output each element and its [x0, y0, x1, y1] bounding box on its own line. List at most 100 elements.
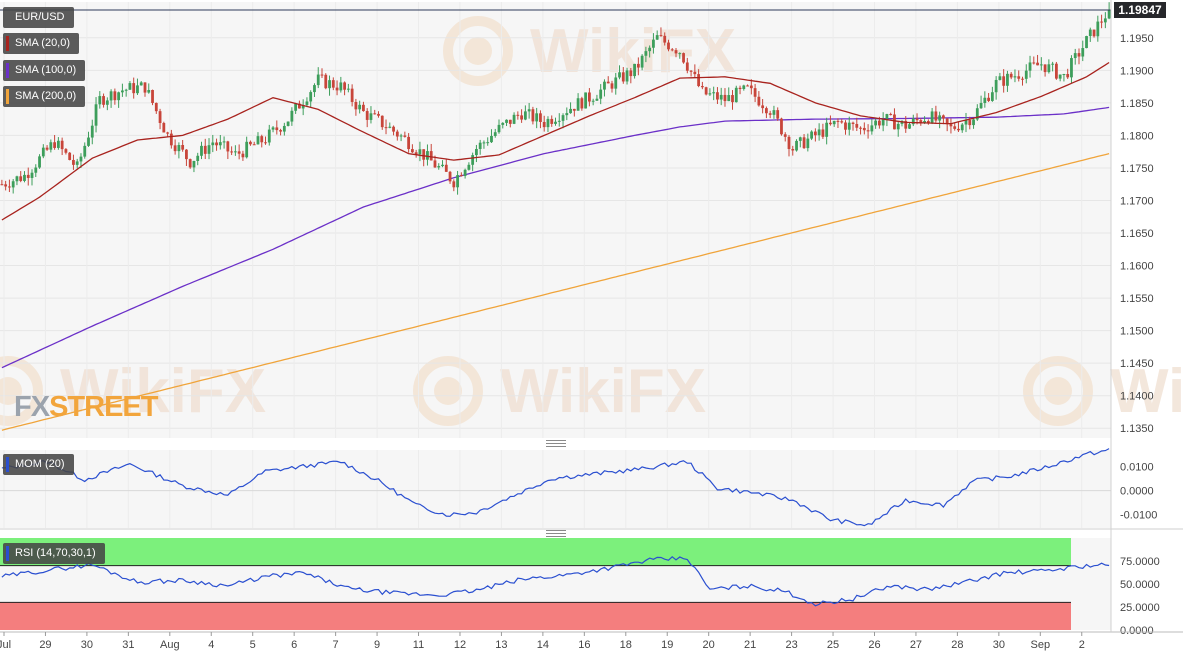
bearish-candle: [1092, 29, 1096, 37]
bearish-candle: [674, 50, 678, 54]
bullish-candle: [911, 118, 915, 125]
x-tick-label: 13: [495, 639, 507, 651]
bearish-candle: [60, 140, 64, 150]
legend-sma100-label: SMA (100,0): [15, 64, 77, 76]
bearish-candle: [1043, 64, 1047, 73]
legend-rsi[interactable]: RSI (14,70,30,1): [3, 543, 105, 564]
bearish-candle: [776, 110, 780, 119]
x-tick-label: 12: [454, 639, 466, 651]
legend-mom[interactable]: MOM (20): [3, 454, 74, 475]
bullish-candle: [245, 141, 249, 158]
price-pane-bg: [0, 2, 1111, 438]
bullish-candle: [222, 141, 226, 143]
bullish-candle: [218, 142, 222, 146]
legend-sma100[interactable]: SMA (100,0): [3, 60, 86, 81]
bullish-candle: [486, 142, 490, 144]
bearish-candle: [942, 115, 945, 119]
bearish-candle: [685, 62, 689, 71]
bearish-candle: [395, 131, 399, 137]
bullish-candle: [591, 100, 595, 102]
sma200-line: [1, 152, 1110, 431]
bearish-candle: [731, 95, 734, 103]
pane-resize-handle-rsi[interactable]: [546, 530, 566, 537]
bullish-candle: [742, 85, 746, 90]
bearish-candle: [410, 149, 414, 153]
bullish-candle: [795, 140, 798, 151]
bearish-candle: [934, 111, 938, 121]
x-tick-label: 21: [744, 639, 756, 651]
bullish-candle: [1088, 29, 1092, 37]
price-tick-label: 1.1400: [1120, 391, 1154, 403]
bearish-candle: [508, 119, 512, 124]
bullish-candle: [983, 97, 987, 103]
bullish-candle: [358, 104, 362, 110]
bullish-candle: [1028, 62, 1032, 71]
x-tick-label: 16: [578, 639, 590, 651]
watermark-left-circle: [0, 356, 43, 426]
bullish-candle: [388, 126, 392, 128]
bearish-candle: [249, 141, 252, 145]
bullish-candle: [923, 120, 926, 123]
bearish-candle: [173, 145, 177, 152]
bullish-candle: [233, 151, 237, 153]
bullish-candle: [1070, 58, 1073, 78]
bearish-candle: [761, 105, 765, 109]
bearish-candle: [1032, 62, 1036, 64]
bearish-candle: [851, 122, 855, 124]
symbol-label: EUR/USD: [15, 11, 65, 23]
bearish-candle: [433, 160, 437, 168]
bullish-candle: [847, 122, 851, 130]
bearish-candle: [531, 109, 535, 122]
x-tick-label: 5: [250, 639, 256, 651]
bearish-candle: [723, 94, 727, 102]
bullish-candle: [644, 51, 648, 56]
price-tick-label: 1.1900: [1120, 65, 1154, 77]
bearish-candle: [444, 164, 448, 172]
bullish-candle: [870, 125, 874, 132]
bullish-candle: [817, 129, 821, 136]
bearish-candle: [855, 123, 859, 128]
watermark-middle-text: WikiFX: [500, 357, 706, 426]
bullish-candle: [1107, 9, 1111, 19]
bearish-candle: [859, 127, 862, 129]
bearish-candle: [1077, 53, 1081, 57]
bullish-candle: [56, 140, 60, 148]
bearish-candle: [1066, 74, 1070, 78]
rsi-tick-label: 0.0000: [1120, 625, 1154, 637]
bullish-candle: [1073, 53, 1077, 59]
bullish-candle: [15, 176, 19, 182]
bearish-candle: [350, 88, 354, 102]
sma20-line: [1, 61, 1110, 221]
x-tick-label: Jul: [0, 639, 11, 651]
pane-resize-handle-mom[interactable]: [546, 440, 566, 447]
bearish-candle: [102, 96, 105, 105]
watermark-right-eagle-icon: [1044, 377, 1072, 405]
bearish-candle: [68, 152, 72, 160]
bearish-candle: [414, 152, 418, 155]
bullish-candle: [475, 148, 478, 156]
bullish-candle: [316, 74, 320, 86]
bearish-candle: [8, 186, 11, 188]
legend-sma200[interactable]: SMA (200,0): [3, 86, 86, 107]
bearish-candle: [693, 71, 697, 75]
bullish-candle: [527, 109, 531, 112]
bullish-candle: [196, 155, 200, 161]
mom-line: [1, 448, 1110, 527]
bearish-candle: [926, 120, 930, 123]
bullish-candle: [30, 172, 34, 178]
bullish-candle: [561, 115, 565, 121]
bearish-candle: [241, 153, 245, 158]
bullish-candle: [493, 132, 497, 136]
symbol-legend[interactable]: EUR/USD: [3, 7, 74, 28]
bearish-candle: [689, 70, 693, 72]
bearish-candle: [279, 130, 282, 132]
bearish-candle: [813, 131, 817, 136]
x-tick-label: 23: [785, 639, 797, 651]
price-tick-label: 1.1450: [1120, 358, 1154, 370]
legend-sma20[interactable]: SMA (20,0): [3, 33, 80, 54]
bearish-candle: [343, 82, 346, 90]
bullish-candle: [313, 85, 316, 93]
bearish-candle: [45, 147, 49, 150]
bullish-candle: [712, 92, 716, 94]
bullish-candle: [994, 79, 998, 93]
